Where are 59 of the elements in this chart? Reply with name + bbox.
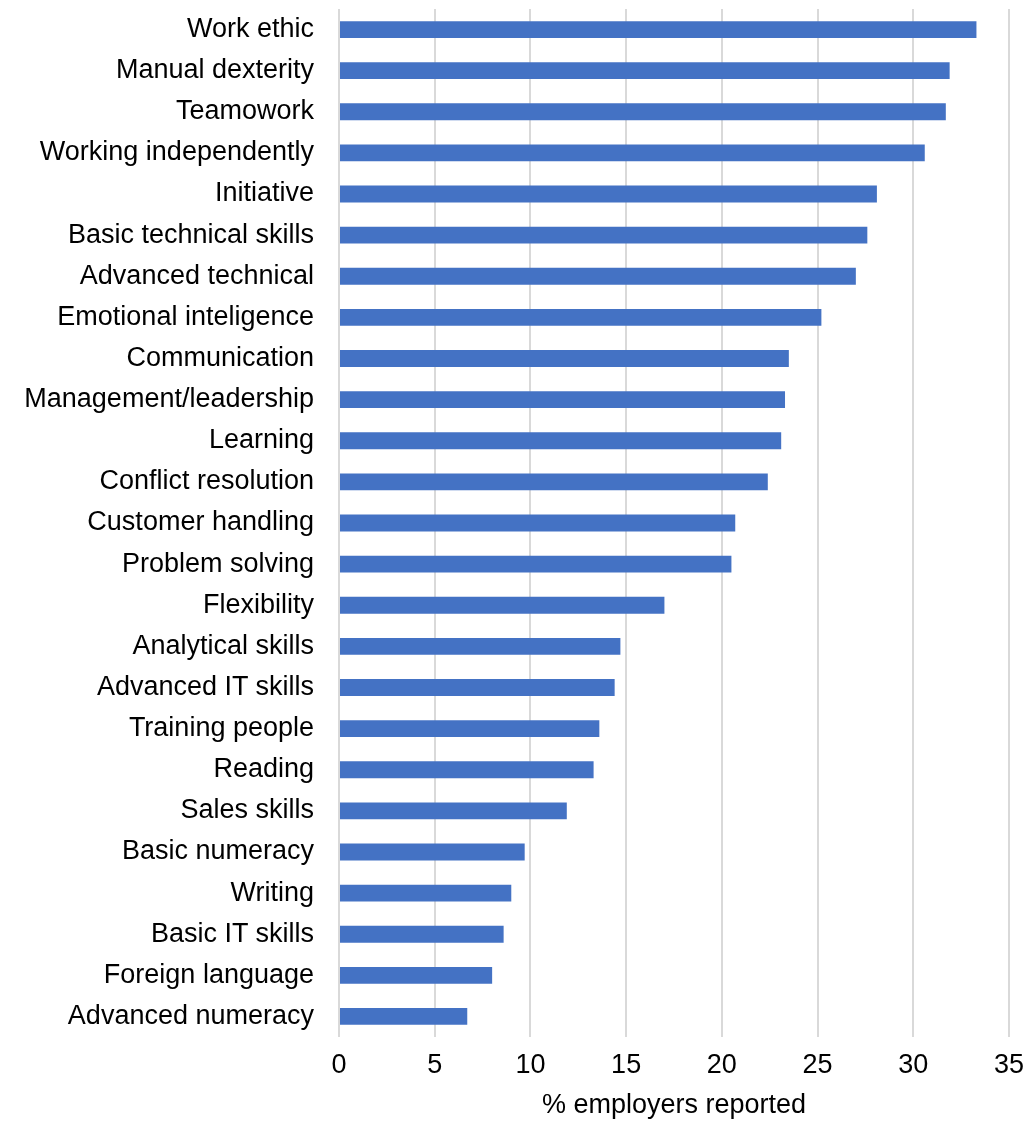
bar	[340, 308, 822, 326]
y-tick-label: Sales skills	[180, 794, 314, 825]
y-tick-label: Manual dexterity	[115, 54, 315, 85]
y-tick-label: Basic IT skills	[150, 917, 314, 948]
bar	[340, 1008, 468, 1025]
x-tick-label: 20	[706, 1048, 737, 1079]
x-tick-label: 10	[515, 1048, 546, 1079]
y-tick-label: Analytical skills	[132, 629, 314, 660]
y-tick-label: Working independently	[39, 136, 315, 167]
bar	[340, 391, 786, 409]
bar	[340, 679, 615, 696]
bar	[340, 62, 950, 80]
bar	[340, 432, 782, 450]
y-tick-label: Problem solving	[121, 547, 314, 578]
y-tick-label: Foreign language	[103, 958, 314, 989]
x-tick-label: 0	[331, 1048, 347, 1079]
y-tick-label: Advanced IT skills	[96, 670, 314, 701]
y-tick-label: Training people	[128, 712, 314, 743]
y-tick-label: Learning	[208, 424, 314, 455]
y-tick-label: Conflict resolution	[99, 465, 314, 496]
y-tick-label: Reading	[213, 753, 314, 784]
bar	[340, 103, 946, 121]
bar	[340, 226, 868, 244]
x-tick-label: 35	[993, 1048, 1025, 1079]
bar	[340, 555, 732, 573]
bar	[340, 720, 600, 738]
y-tick-label: Customer handling	[87, 506, 314, 537]
y-tick-label: Basic technical skills	[67, 218, 314, 249]
bar	[340, 802, 567, 820]
y-tick-label: Management/leadership	[24, 383, 314, 414]
bar	[340, 350, 789, 367]
bar	[340, 925, 504, 943]
bar	[340, 185, 877, 203]
bar	[340, 514, 736, 532]
y-tick-label: Communication	[126, 341, 314, 372]
bar	[340, 596, 665, 614]
y-tick-label: Teamowork	[175, 95, 315, 126]
bar	[340, 21, 977, 38]
x-tick-label: 5	[427, 1048, 443, 1079]
x-tick-label: 15	[611, 1048, 642, 1079]
bar	[340, 637, 621, 655]
y-tick-label: Advanced numeracy	[67, 999, 315, 1030]
bar	[340, 843, 525, 861]
bar	[340, 966, 493, 984]
y-tick-label: Initiative	[214, 177, 314, 208]
bar	[340, 884, 512, 902]
y-tick-label: Advanced technical	[79, 259, 314, 290]
y-tick-label: Flexibility	[202, 588, 315, 619]
bar	[340, 473, 768, 491]
bar	[340, 144, 925, 162]
y-tick-label: Emotional inteligence	[57, 300, 314, 331]
bar	[340, 761, 594, 779]
bar	[340, 267, 856, 285]
x-axis-title: % employers reported	[541, 1089, 807, 1120]
y-tick-label: Basic numeracy	[121, 835, 315, 866]
x-tick-label: 25	[802, 1048, 833, 1079]
x-tick-label: 30	[898, 1048, 929, 1079]
y-tick-label: Work ethic	[186, 13, 314, 44]
y-tick-label: Writing	[230, 876, 314, 907]
